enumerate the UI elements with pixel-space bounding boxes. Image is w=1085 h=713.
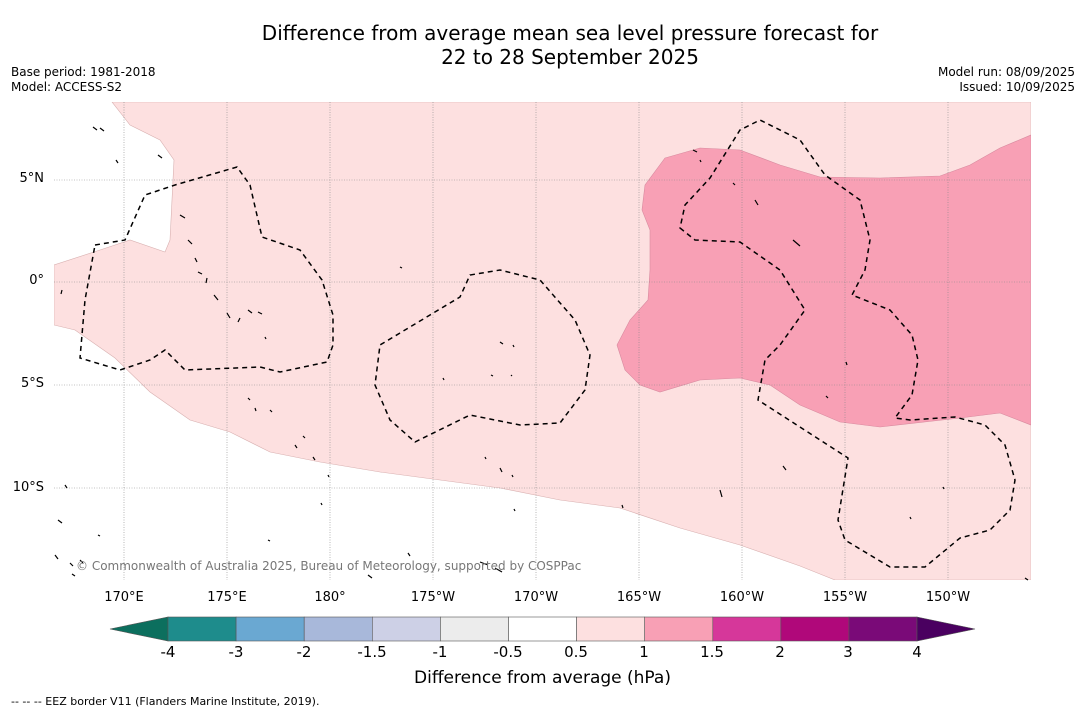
lon-label: 175°W	[410, 590, 456, 605]
colorbar-tick: -1.5	[357, 643, 387, 661]
colorbar-segment	[235, 616, 305, 642]
lat-label-0: 0°	[29, 273, 44, 288]
map-title: Difference from average mean sea level p…	[0, 21, 1085, 69]
lat-label-5n: 5°N	[19, 171, 45, 186]
colorbar-under-arrow	[109, 616, 169, 642]
copyright-text: © Commonwealth of Australia 2025, Bureau…	[76, 559, 582, 573]
eez-borders	[79, 119, 1016, 568]
lon-label: 160°W	[719, 590, 765, 605]
colorbar-tick: -4	[160, 643, 176, 661]
colorbar-segment	[440, 616, 509, 642]
colorbar-tick: 2	[775, 643, 785, 661]
colorbar-segment	[303, 616, 373, 642]
issued-text: Issued: 10/09/2025	[959, 80, 1075, 94]
colorbar-segment	[848, 616, 918, 642]
colorbar-segment	[576, 616, 645, 642]
model-text: Model: ACCESS-S2	[11, 80, 123, 94]
colorbar-tick: -2	[296, 643, 312, 661]
eez-border-west	[79, 166, 334, 373]
colorbar-segment	[508, 616, 577, 642]
lon-label: 180°	[314, 590, 346, 605]
colorbar-tick: -3	[228, 643, 244, 661]
lat-label-10s: 10°S	[12, 480, 44, 495]
base-period-text: Base period: 1981-2018	[11, 65, 156, 79]
colorbar-segment	[712, 616, 782, 642]
colorbar	[109, 616, 976, 642]
eez-legend-note: -- -- -- EEZ border V11 (Flanders Marine…	[11, 695, 320, 708]
colorbar-tick: -0.5	[493, 643, 523, 661]
colorbar-tick: 0.5	[564, 643, 588, 661]
model-run-text: Model run: 08/09/2025	[937, 65, 1075, 79]
colorbar-segment	[167, 616, 237, 642]
colorbar-segment	[780, 616, 850, 642]
islands	[54, 126, 1029, 581]
lon-label: 155°W	[822, 590, 868, 605]
lat-label-5s: 5°S	[20, 376, 44, 391]
colorbar-over-arrow	[916, 616, 976, 642]
lon-label: 165°W	[616, 590, 662, 605]
anomaly-region-dark	[616, 134, 1031, 428]
eez-border-center	[374, 269, 591, 443]
colorbar-tick: 3	[843, 643, 853, 661]
colorbar-label: Difference from average (hPa)	[414, 668, 671, 688]
map-title-line2: 22 to 28 September 2025	[441, 45, 699, 69]
colorbar-segment	[371, 616, 441, 642]
lon-label: 175°E	[207, 590, 247, 605]
lon-label: 150°W	[925, 590, 971, 605]
lon-label: 170°W	[513, 590, 559, 605]
lon-label: 170°E	[104, 590, 144, 605]
colorbar-tick: 1.5	[700, 643, 724, 661]
colorbar-tick: 1	[639, 643, 649, 661]
colorbar-tick: 4	[912, 643, 922, 661]
colorbar-segment	[644, 616, 714, 642]
meta-left: Base period: 1981-2018 Model: ACCESS-S2	[11, 65, 156, 95]
colorbar-tick: -1	[432, 643, 448, 661]
map-title-line1: Difference from average mean sea level p…	[261, 21, 879, 45]
meta-right: Model run: 08/09/2025 Issued: 10/09/2025	[938, 65, 1075, 95]
